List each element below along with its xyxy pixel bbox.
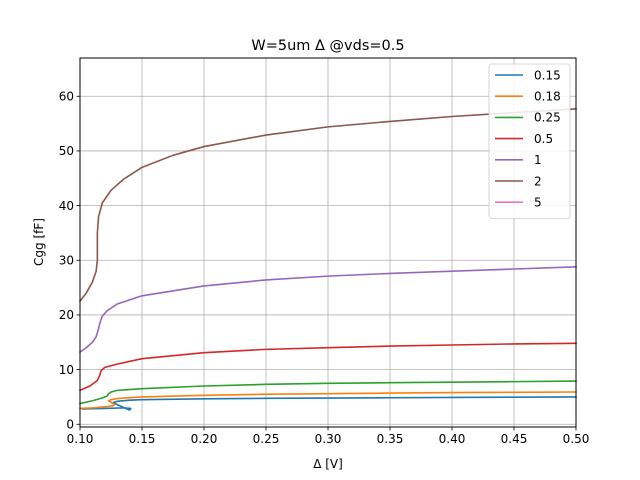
y-tick-label: 60 [59, 90, 74, 104]
legend-label: 5 [534, 196, 542, 210]
series-line-1 [78, 266, 577, 354]
legend-label: 0.5 [534, 132, 553, 146]
legend-box [488, 63, 571, 219]
x-tick-label: 0.35 [377, 432, 404, 446]
legend-label: 2 [534, 174, 542, 188]
chart-title: W=5um Δ @vds=0.5 [251, 38, 404, 54]
series-line-2 [78, 107, 577, 303]
legend-label: 0.15 [534, 68, 561, 82]
x-tick-label: 0.20 [191, 432, 218, 446]
series-line-0.18 [79, 391, 577, 410]
y-tick-label: 10 [59, 363, 74, 377]
legend-label: 1 [534, 153, 542, 167]
x-tick-label: 0.10 [67, 432, 94, 446]
y-tick-label: 50 [59, 144, 74, 158]
series-layer [78, 107, 577, 411]
x-tick-label: 0.30 [315, 432, 342, 446]
series-line-0.15 [81, 396, 577, 411]
legend-label: 0.25 [534, 111, 561, 125]
legend: 0.15 0.18 0.25 0.5 1 2 5 [488, 63, 571, 219]
legend-label: 0.18 [534, 90, 561, 104]
y-axis: 0 10 20 30 40 50 60 [59, 90, 80, 432]
x-tick-label: 0.45 [501, 432, 528, 446]
x-tick-label: 0.25 [253, 432, 280, 446]
x-axis: 0.10 0.15 0.20 0.25 0.30 0.35 0.40 0.45 0.50 [67, 427, 590, 446]
x-tick-label: 0.50 [563, 432, 590, 446]
x-tick-label: 0.40 [439, 432, 466, 446]
y-tick-label: 20 [59, 308, 74, 322]
x-tick-label: 0.15 [129, 432, 156, 446]
y-tick-label: 0 [66, 418, 74, 432]
y-tick-label: 30 [59, 254, 74, 268]
series-line-0.5 [78, 342, 577, 392]
series-line-0.25 [79, 380, 577, 405]
x-axis-label: Δ [V] [313, 457, 343, 471]
y-tick-label: 40 [59, 199, 74, 213]
y-axis-label: Cgg [fF] [32, 218, 46, 266]
